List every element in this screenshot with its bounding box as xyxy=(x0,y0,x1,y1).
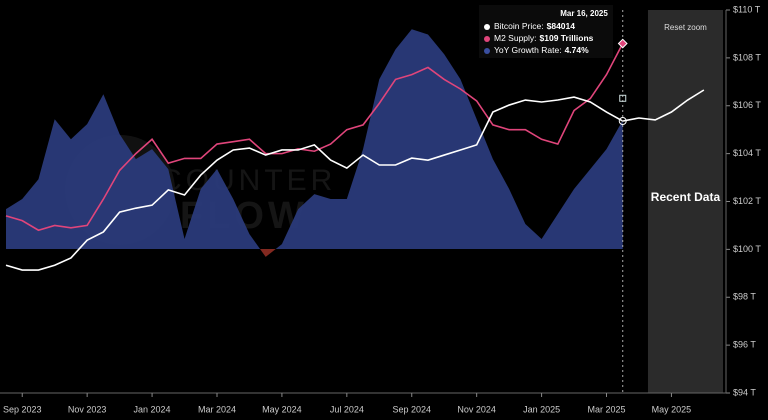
tooltip-value: $109 Trillions xyxy=(540,33,594,43)
tooltip-swatch xyxy=(484,36,490,42)
hover-marker xyxy=(618,117,627,126)
tooltip-item: YoY Growth Rate: 4.74% xyxy=(494,45,589,55)
tooltip-label: Bitcoin Price: xyxy=(494,21,544,31)
tooltip-date: Mar 16, 2025 xyxy=(560,9,608,18)
series-line xyxy=(5,43,624,232)
tooltip-item: M2 Supply: $109 Trillions xyxy=(494,33,594,43)
x-tick-label: Mar 2025 xyxy=(587,404,625,414)
y-tick-label: $108 T xyxy=(733,52,761,62)
tooltip-label: YoY Growth Rate: xyxy=(494,45,562,55)
x-tick-label: Mar 2024 xyxy=(198,404,236,414)
y-tick-label: $100 T xyxy=(733,244,761,254)
tooltip-swatch xyxy=(484,24,490,30)
tooltip-label: M2 Supply: xyxy=(494,33,537,43)
recent-label: Recent Data xyxy=(651,190,721,204)
y-tick-label: $94 T xyxy=(733,387,756,397)
y-tick-label: $102 T xyxy=(733,196,761,206)
y-tick-label: $96 T xyxy=(733,340,756,350)
hover-marker xyxy=(619,94,627,102)
tooltip-item: Bitcoin Price: $84014 xyxy=(494,21,575,31)
tooltip-value: $84014 xyxy=(547,21,576,31)
x-tick-label: Jan 2025 xyxy=(523,404,560,414)
x-tick-label: Nov 2024 xyxy=(457,404,496,414)
recent-region xyxy=(647,10,723,393)
tooltip-value: 4.74% xyxy=(565,45,590,55)
x-tick-label: May 2025 xyxy=(652,404,692,414)
reset-zoom-button[interactable]: Reset zoom xyxy=(664,23,707,32)
tooltip-swatch xyxy=(484,48,490,54)
watermark-text: COUNTER xyxy=(160,164,336,197)
x-tick-label: Jan 2024 xyxy=(134,404,171,414)
tooltip-box xyxy=(479,5,613,58)
y-tick-label: $98 T xyxy=(733,292,756,302)
x-tick-label: Sep 2023 xyxy=(3,404,42,414)
x-tick-label: Jul 2024 xyxy=(330,404,364,414)
yoy-area xyxy=(6,29,623,257)
series-line xyxy=(5,89,705,271)
y-tick-label: $104 T xyxy=(733,148,761,158)
x-tick-label: May 2024 xyxy=(262,404,302,414)
hover-marker xyxy=(617,38,628,49)
y-tick-label: $106 T xyxy=(733,100,761,110)
x-tick-label: Sep 2024 xyxy=(392,404,431,414)
y-tick-label: $110 T xyxy=(733,4,761,14)
x-tick-label: Nov 2023 xyxy=(68,404,107,414)
